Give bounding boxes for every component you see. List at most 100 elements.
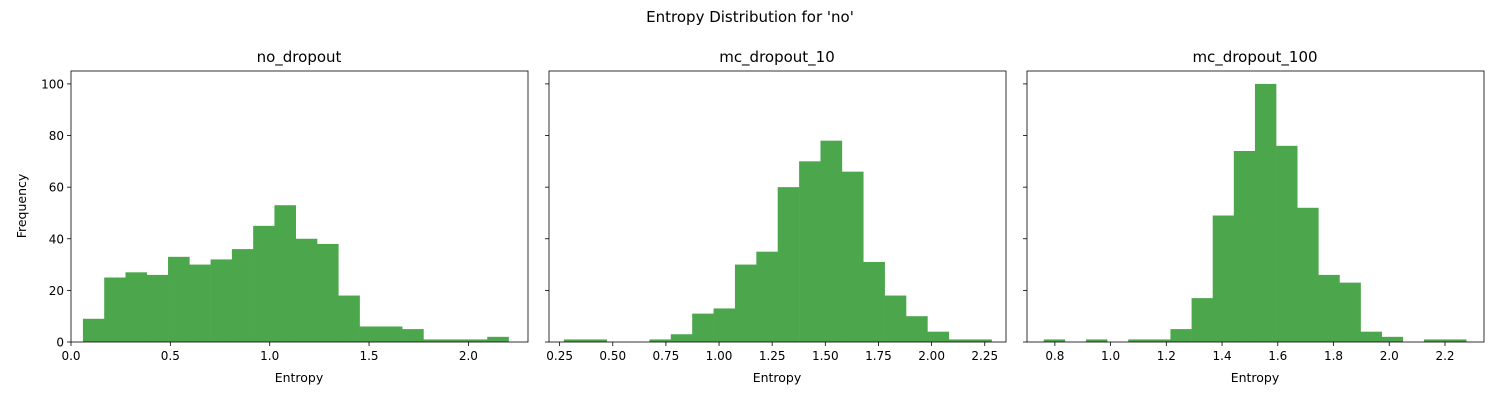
histogram-bar [1276, 145, 1298, 342]
histogram-bar [1170, 329, 1192, 342]
histogram-bar [1360, 331, 1382, 342]
histogram-bar [563, 339, 586, 342]
panel-mc-dropout-10: mc_dropout_10 Entropy 0.25 0.50 0.75 1.00 1.… [545, 48, 1007, 385]
histogram-bar [444, 339, 467, 342]
histogram-bar [884, 295, 907, 342]
histogram-bar [1128, 339, 1150, 342]
x-tick-label: 1.25 [759, 349, 786, 363]
panel-title: mc_dropout_100 [1192, 48, 1317, 67]
histogram-bar [670, 334, 693, 342]
histogram-bar [317, 243, 339, 342]
histogram-bar [1191, 298, 1213, 342]
histogram-bar [756, 251, 779, 342]
x-tick-label: 2.00 [918, 349, 945, 363]
x-tick-label: 2.25 [971, 349, 998, 363]
histogram-bar [1445, 339, 1467, 342]
x-axis-label: Entropy [753, 370, 802, 385]
x-tick-label: 2.2 [1435, 349, 1454, 363]
histogram-bar [970, 339, 992, 342]
histogram-bar [295, 238, 318, 342]
x-tick-label: 2.0 [1380, 349, 1399, 363]
histogram-bar [146, 274, 169, 342]
histogram-bar [423, 339, 445, 342]
x-tick-label: 0.8 [1045, 349, 1064, 363]
histogram-bar [820, 140, 843, 342]
x-tick-label: 0.5 [161, 349, 180, 363]
y-tick-label: 40 [49, 232, 64, 246]
histogram-bar [1381, 336, 1404, 342]
axes-frame [1026, 70, 1485, 343]
x-tick-label: 1.5 [359, 349, 378, 363]
histogram-bar [82, 318, 105, 342]
x-tick-label: 1.6 [1268, 349, 1287, 363]
histogram-bar [713, 308, 736, 342]
x-tick-label: 1.00 [706, 349, 733, 363]
histogram-bars [82, 205, 509, 342]
histogram-bar [1339, 282, 1361, 342]
y-tick-label: 20 [49, 284, 64, 298]
histogram-bar [585, 339, 607, 342]
y-axis-label: Frequency [14, 173, 29, 238]
y-tick-label: 80 [49, 129, 64, 143]
histogram-bars [1043, 83, 1467, 343]
histogram-bar [1043, 339, 1066, 342]
x-tick-label: 2.0 [459, 349, 478, 363]
x-axis-label: Entropy [1231, 370, 1280, 385]
histogram-bars [563, 140, 992, 342]
histogram-bar [1085, 339, 1108, 342]
histogram-bar [465, 339, 488, 342]
y-tick-label: 0 [56, 336, 64, 350]
histogram-bar [863, 261, 885, 342]
x-tick-label: 1.0 [1101, 349, 1120, 363]
histogram-bar [487, 336, 509, 342]
x-tick-label: 1.2 [1157, 349, 1176, 363]
figure-title: Entropy Distribution for 'no' [646, 8, 854, 26]
histogram-bar [692, 313, 714, 342]
histogram-bar [1254, 83, 1277, 343]
histogram-bar [649, 339, 672, 342]
x-tick-label: 1.75 [865, 349, 892, 363]
histogram-bar [104, 277, 126, 342]
axes-frame [70, 70, 529, 343]
x-tick-label: 0.0 [61, 349, 80, 363]
histogram-bar [359, 326, 382, 342]
histogram-bar [1423, 339, 1446, 342]
panel-no-dropout: no_dropout Entropy Frequency 0.0 0.5 1.0 1.… [14, 48, 529, 385]
x-axis-label: Entropy [275, 370, 324, 385]
histogram-bar [210, 259, 233, 342]
histogram-bar [253, 225, 275, 342]
histogram-bar [1233, 151, 1256, 342]
histogram-bar [1297, 207, 1319, 342]
x-tick-label: 1.4 [1213, 349, 1232, 363]
histogram-bar [841, 171, 864, 342]
panel-title: mc_dropout_10 [719, 48, 835, 67]
y-tick-label: 100 [41, 77, 64, 91]
histogram-bar [231, 249, 254, 342]
histogram-bar [380, 326, 403, 342]
histogram-bar [1149, 339, 1171, 342]
histogram-bar [338, 295, 360, 342]
y-tick-label: 60 [49, 181, 64, 195]
histogram-bar [402, 329, 424, 342]
histogram-bar [1212, 215, 1235, 342]
histogram-bar [1318, 274, 1340, 342]
histogram-bar [799, 161, 821, 342]
x-tick-label: 1.8 [1324, 349, 1343, 363]
histogram-bar [734, 264, 757, 342]
x-tick-label: 0.75 [653, 349, 680, 363]
histogram-bar [948, 339, 971, 342]
histogram-bar [777, 187, 800, 342]
x-tick-label: 1.50 [812, 349, 839, 363]
histogram-bar [125, 272, 148, 342]
histogram-bar [189, 264, 211, 342]
panel-title: no_dropout [257, 48, 342, 67]
x-tick-label: 0.25 [546, 349, 573, 363]
histogram-bar [906, 316, 928, 342]
histogram-bar [274, 205, 297, 342]
histogram-bar [168, 256, 190, 342]
x-tick-label: 1.0 [260, 349, 279, 363]
axes-frame [548, 70, 1007, 343]
panel-mc-dropout-100: mc_dropout_100 Entropy 0.8 1.0 1.2 1.4 1.6 1.… [1023, 48, 1485, 385]
histogram-bar [927, 331, 950, 342]
